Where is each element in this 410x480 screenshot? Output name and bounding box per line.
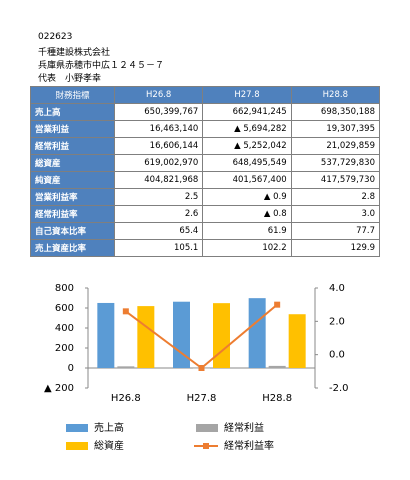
row-label: 売上資産比率: [29, 239, 116, 257]
cell: 65.4: [114, 222, 204, 240]
x-tick-label: H27.8: [187, 393, 217, 404]
cell: 16,463,140: [114, 120, 204, 138]
bar: [213, 303, 230, 368]
row-label: 経常利益率: [29, 205, 116, 223]
legend-label: 売上高: [94, 421, 124, 434]
row-label: 自己資本比率: [29, 222, 116, 240]
address: 兵庫県赤穂市中広１２４５－７: [38, 61, 165, 71]
y-tick-label: 200: [55, 343, 74, 354]
bar: [137, 306, 155, 368]
cell: 61.9: [202, 222, 292, 240]
y-tick-label: 0: [68, 363, 74, 374]
cell: 650,399,767: [114, 103, 204, 121]
cell: 105.1: [114, 239, 204, 257]
table-row: 売上資産比率 105.1 102.2 129.9: [29, 239, 381, 257]
row-label: 営業利益: [29, 120, 116, 138]
y-tick-label: 400: [55, 323, 74, 334]
cell: 77.7: [290, 222, 381, 240]
table-row: 自己資本比率 65.4 61.9 77.7: [29, 222, 381, 240]
legend-swatch: [203, 443, 209, 449]
cell: 662,941,245: [202, 103, 292, 121]
column-header: 財務指標: [29, 86, 116, 104]
table-row: 経常利益率 2.6 ▲ 0.8 3.0: [29, 205, 381, 223]
financial-table: 財務指標 H26.8 H27.8 H28.8 売上高 650,399,767 662,941…: [29, 86, 381, 257]
table-row: 営業利益率 2.5 ▲ 0.9 2.8: [29, 188, 381, 206]
y-tick-label: 800: [55, 283, 74, 294]
legend-label: 経常利益: [224, 421, 264, 434]
y2-tick-label: 0.0: [329, 350, 345, 361]
bar: [248, 298, 266, 368]
y-tick-label: ▲ 200: [44, 383, 74, 394]
cell: 21,029,859: [290, 137, 381, 155]
x-tick-label: H26.8: [111, 393, 141, 404]
header-row: 財務指標 H26.8 H27.8 H28.8: [29, 86, 381, 104]
cell: ▲ 0.9: [202, 188, 292, 206]
row-label: 売上高: [29, 103, 116, 121]
chart: ▲ 200 0 200 400 600 800 -2.0 0.0 2.0 4.0 H26.8 H27.…: [44, 283, 349, 452]
marker: [122, 308, 129, 315]
legend-swatch: [66, 424, 88, 432]
cell: 19,307,395: [290, 120, 381, 138]
company: 千種建設株式会社: [38, 48, 111, 58]
y2-tick-label: 4.0: [329, 283, 345, 294]
x-tick-label: H28.8: [262, 393, 292, 404]
cell: 3.0: [290, 205, 381, 223]
bar: [117, 366, 135, 368]
column-header: H27.8: [202, 86, 292, 104]
legend-label: 総資産: [94, 439, 124, 452]
table-row: 総資産 619,002,970 648,495,549 537,729,830: [29, 154, 381, 172]
legend-swatch: [66, 442, 88, 450]
y2-tick-label: -2.0: [329, 383, 349, 394]
table-row: 売上高 650,399,767 662,941,245 698,350,188: [29, 103, 381, 121]
y2-tick-label: 2.0: [329, 316, 345, 327]
row-label: 営業利益率: [29, 188, 116, 206]
legend-label: 経常利益率: [224, 439, 274, 452]
cell: 129.9: [290, 239, 381, 257]
cell: 698,350,188: [290, 103, 381, 121]
cell: 404,821,968: [114, 171, 204, 189]
table-row: 営業利益 16,463,140 ▲ 5,694,282 19,307,395: [29, 120, 381, 138]
representative: 代表 小野孝幸: [38, 74, 102, 84]
cell: 401,567,400: [202, 171, 292, 189]
cell: 16,606,144: [114, 137, 204, 155]
cell: 648,495,549: [202, 154, 292, 172]
cell: 2.6: [114, 205, 204, 223]
table-row: 純資産 404,821,968 401,567,400 417,579,730: [29, 171, 381, 189]
marker: [198, 365, 205, 371]
bar: [288, 314, 306, 368]
cell: 537,729,830: [290, 154, 381, 172]
cell: 2.5: [114, 188, 204, 206]
cell: 619,002,970: [114, 154, 204, 172]
cell: ▲ 5,694,282: [202, 120, 292, 138]
row-label: 総資産: [29, 154, 116, 172]
table-row: 経常利益 16,606,144 ▲ 5,252,042 21,029,859: [29, 137, 381, 155]
code: 022623: [38, 32, 73, 42]
cell: ▲ 5,252,042: [202, 137, 292, 155]
column-header: H26.8: [114, 86, 204, 104]
bar: [173, 301, 190, 368]
legend-swatch: [196, 424, 218, 432]
bar: [268, 365, 286, 368]
y-tick-label: 600: [55, 303, 74, 314]
cell: 2.8: [290, 188, 381, 206]
row-label: 経常利益: [29, 137, 116, 155]
column-header: H28.8: [290, 86, 381, 104]
bar: [97, 302, 115, 368]
cell: 102.2: [202, 239, 292, 257]
cell: ▲ 0.8: [202, 205, 292, 223]
marker: [274, 301, 281, 308]
cell: 417,579,730: [290, 171, 381, 189]
row-label: 純資産: [29, 171, 116, 189]
